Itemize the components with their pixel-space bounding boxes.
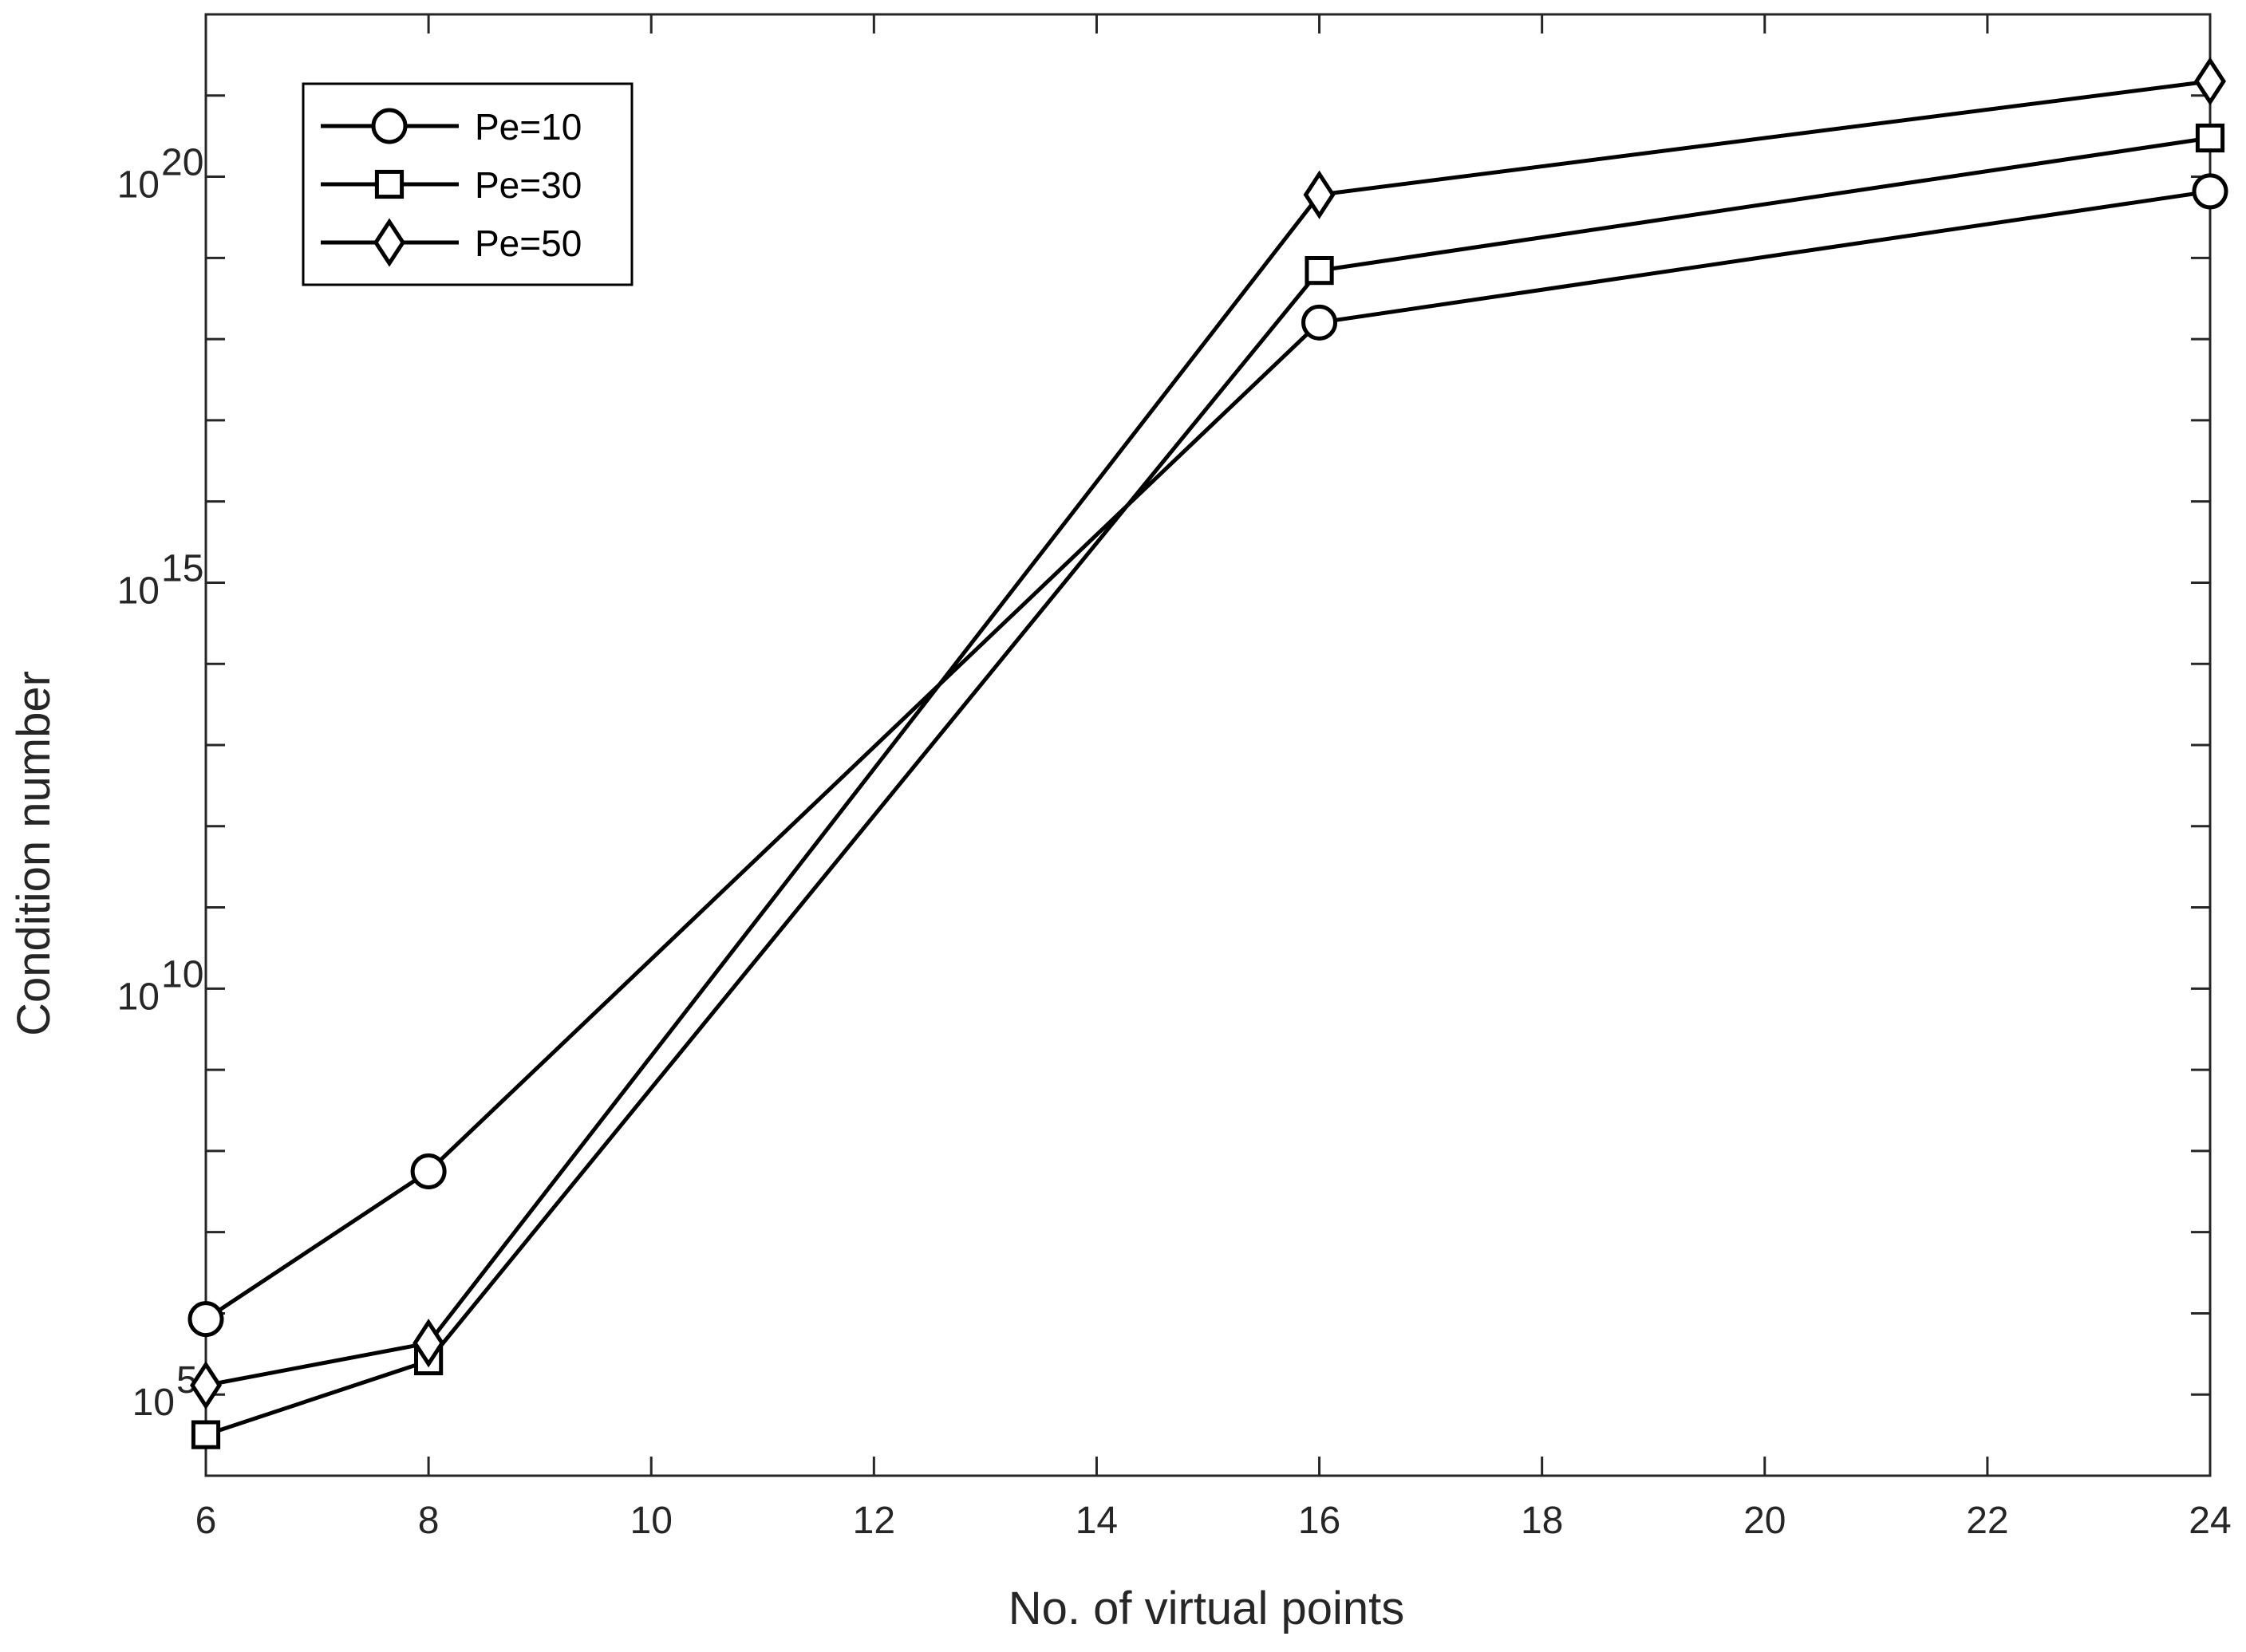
legend-marker-diamond xyxy=(373,218,405,267)
legend: Pe=10 Pe=30 Pe=50 xyxy=(302,82,634,286)
x-axis-title: No. of virtual points xyxy=(1009,1583,1404,1634)
y-tick-label-exponent: 15 xyxy=(161,547,203,589)
y-tick-label-exponent: 10 xyxy=(161,953,203,996)
x-tick-label: 18 xyxy=(1521,1500,1563,1542)
legend-marker-square xyxy=(374,169,405,199)
x-tick-label: 6 xyxy=(195,1500,217,1542)
y-axis-title: Condition number xyxy=(8,671,60,1036)
data-point-circle xyxy=(410,1153,447,1190)
x-tick-label: 16 xyxy=(1298,1500,1340,1542)
x-tick-label: 22 xyxy=(1966,1500,2008,1542)
data-point-diamond xyxy=(1303,170,1336,219)
data-point-diamond xyxy=(2194,57,2226,106)
series-line-pe-10 xyxy=(204,189,2211,1321)
y-tick-label: 10 xyxy=(117,976,160,1018)
data-point-diamond xyxy=(190,1361,222,1410)
x-tick-label: 10 xyxy=(630,1500,673,1542)
data-point-square xyxy=(191,1420,221,1449)
legend-label: Pe=30 xyxy=(475,164,582,206)
series-layer xyxy=(187,57,2228,1449)
series-line-pe-50 xyxy=(205,79,2211,1388)
data-point-square xyxy=(1305,255,1334,286)
y-tick-label-exponent: 20 xyxy=(161,142,203,184)
y-tick-label: 10 xyxy=(132,1382,175,1424)
x-tick-label: 8 xyxy=(418,1500,440,1542)
data-point-diamond xyxy=(412,1319,445,1368)
x-tick-label: 24 xyxy=(2189,1500,2231,1542)
legend-label: Pe=10 xyxy=(475,106,582,148)
legend-marker-circle xyxy=(371,108,408,144)
y-tick-label: 10 xyxy=(117,164,160,207)
data-point-square xyxy=(2195,123,2225,153)
series-line-pe-30 xyxy=(205,136,2211,1437)
legend-label: Pe=50 xyxy=(475,223,582,264)
data-point-circle xyxy=(2192,173,2228,210)
x-tick-label: 12 xyxy=(853,1500,895,1542)
data-point-circle xyxy=(187,1301,224,1338)
x-tick-label: 20 xyxy=(1743,1500,1786,1542)
y-tick-label: 10 xyxy=(117,570,160,612)
data-point-circle xyxy=(1301,304,1338,341)
x-tick-label: 14 xyxy=(1076,1500,1118,1542)
